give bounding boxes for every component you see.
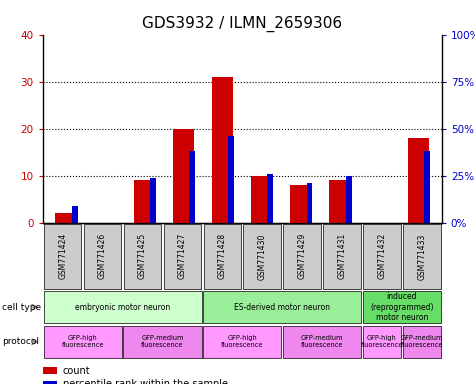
Text: GFP-high
fluorescence: GFP-high fluorescence: [361, 335, 403, 348]
Bar: [408, 138, 429, 223]
Bar: [403, 224, 440, 289]
Bar: [173, 129, 194, 223]
Text: GSM771428: GSM771428: [218, 233, 227, 280]
Bar: [43, 381, 57, 384]
Bar: [203, 326, 281, 358]
Bar: [363, 326, 401, 358]
Bar: [124, 326, 201, 358]
Bar: [290, 185, 312, 223]
Bar: [56, 214, 77, 223]
Bar: [363, 224, 400, 289]
Text: GFP-medium
fluorescence: GFP-medium fluorescence: [141, 335, 184, 348]
Text: GFP-medium
fluorescence: GFP-medium fluorescence: [400, 335, 443, 348]
Text: GSM771426: GSM771426: [98, 233, 107, 280]
Text: GSM771431: GSM771431: [338, 233, 346, 280]
Bar: [346, 176, 352, 223]
Text: GFP-medium
fluorescence: GFP-medium fluorescence: [301, 335, 343, 348]
Bar: [203, 291, 361, 323]
Bar: [251, 176, 273, 223]
Bar: [84, 224, 121, 289]
Bar: [72, 206, 78, 223]
Bar: [403, 326, 441, 358]
Bar: [164, 224, 201, 289]
Text: GSM771429: GSM771429: [298, 233, 306, 280]
Bar: [212, 77, 233, 223]
Bar: [284, 224, 321, 289]
Text: protocol: protocol: [2, 337, 39, 346]
Bar: [44, 326, 122, 358]
Text: embryonic motor neuron: embryonic motor neuron: [75, 303, 170, 312]
Text: ES-derived motor neuron: ES-derived motor neuron: [234, 303, 330, 312]
Bar: [44, 224, 81, 289]
Bar: [150, 177, 156, 223]
Bar: [267, 174, 273, 223]
Bar: [189, 151, 195, 223]
Text: GSM771424: GSM771424: [58, 233, 67, 280]
Text: percentile rank within the sample: percentile rank within the sample: [63, 379, 228, 384]
Text: induced
(reprogrammed)
motor neuron: induced (reprogrammed) motor neuron: [370, 292, 434, 322]
Bar: [424, 151, 430, 223]
Bar: [44, 291, 201, 323]
Text: cell type: cell type: [2, 303, 41, 312]
Bar: [43, 367, 57, 374]
Bar: [363, 291, 441, 323]
Text: GFP-high
fluorescence: GFP-high fluorescence: [61, 335, 104, 348]
Title: GDS3932 / ILMN_2659306: GDS3932 / ILMN_2659306: [142, 16, 342, 32]
Text: GSM771433: GSM771433: [418, 233, 426, 280]
Bar: [133, 180, 155, 223]
Bar: [306, 183, 313, 223]
Bar: [283, 326, 361, 358]
Text: GSM771427: GSM771427: [178, 233, 187, 280]
Text: GFP-high
fluorescence: GFP-high fluorescence: [221, 335, 264, 348]
Text: GSM771430: GSM771430: [258, 233, 266, 280]
Bar: [244, 224, 281, 289]
Bar: [124, 224, 161, 289]
Bar: [228, 136, 234, 223]
Bar: [329, 180, 351, 223]
Text: GSM771432: GSM771432: [378, 233, 386, 280]
Bar: [323, 224, 361, 289]
Text: GSM771425: GSM771425: [138, 233, 147, 280]
Text: count: count: [63, 366, 90, 376]
Bar: [204, 224, 241, 289]
